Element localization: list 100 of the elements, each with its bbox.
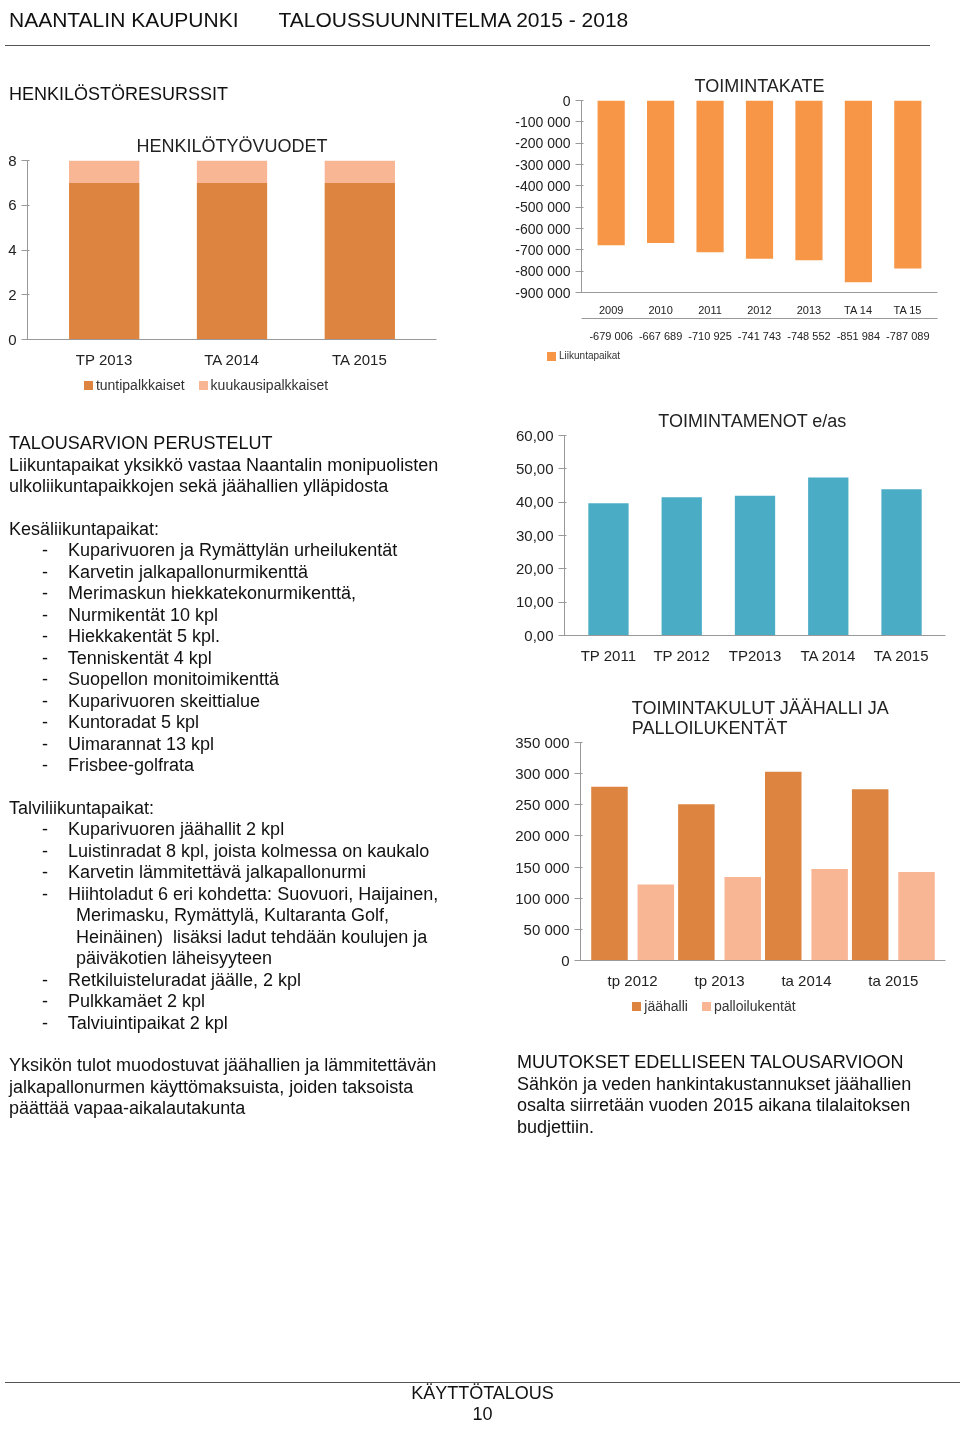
bar (637, 884, 675, 961)
bar (811, 868, 848, 961)
text: Talviliikuntapaikat: (9, 797, 156, 819)
text: - Talviuintipaikat 2 kpl (41, 1012, 229, 1034)
bar (661, 497, 702, 636)
text: MUUTOKSET EDELLISEEN TALOUSARVIOON (517, 1052, 905, 1074)
x-tick-label: TP 2013 (75, 350, 133, 368)
y-tick-label: 50,00 (515, 459, 554, 477)
text: TALOUSARVION PERUSTELUT (9, 433, 274, 455)
data-label: -741 743 (737, 329, 782, 342)
legend-label: jäähalli (643, 997, 688, 1016)
text: Sähkön ja veden hankintakustannukset jäähallien osalta siirretään vuoden 2015 aikana tilalaitoksen budjettiin. (517, 1073, 913, 1138)
y-tick-label: 30,00 (515, 526, 554, 544)
data-label: -679 006 (589, 329, 633, 342)
x-tick-label: 2010 (648, 303, 673, 316)
x-tick-label: 2009 (598, 303, 624, 316)
text: Liikuntapaikat yksikkö vastaa Naantalin monipuolisten ulkoliikuntapaikkojen sekä jäähallien ylläpidosta (9, 454, 440, 498)
text: TALOUSSUUNNITELMA 2015 - 2018 (278, 8, 629, 31)
y-tick-label: 0 (562, 92, 571, 109)
text: Kesäliikuntapaikat: (9, 518, 161, 540)
data-label: -667 689 (638, 329, 683, 342)
y-tick-label: 20,00 (515, 559, 554, 577)
x-tick-label: 2011 (698, 303, 722, 316)
bar (588, 503, 629, 636)
x-tick-label: TP 2012 (653, 646, 710, 664)
text: - Nurmikentät 10 kpl (41, 604, 220, 626)
y-tick-label: -500 000 (515, 199, 571, 216)
text: - Kuparivuoren jäähallit 2 kpl (41, 819, 286, 841)
chart-title: TOIMINTAKATE (694, 75, 825, 96)
x-tick-label: TP 2011 (580, 646, 636, 664)
x-tick-label: ta 2015 (868, 971, 919, 989)
data-label: -787 089 (886, 329, 930, 342)
bar (765, 771, 802, 961)
y-tick-label: 4 (8, 241, 17, 258)
y-tick-label: 350 000 (515, 734, 570, 751)
text: KÄYTTÖTALOUS (411, 1383, 554, 1403)
y-tick-label: -600 000 (515, 220, 571, 237)
x-tick-label: 2013 (796, 303, 822, 316)
x-tick-label: TA 2014 (204, 350, 259, 368)
x-tick-label: TA 14 (844, 303, 873, 316)
y-tick-label: -700 000 (515, 241, 571, 258)
y-tick-label: -100 000 (515, 113, 571, 130)
x-tick-label: TP2013 (728, 646, 782, 664)
legend-label: palloilukentät (712, 997, 796, 1016)
y-tick-label: 6 (8, 196, 17, 214)
text: HENKILÖSTÖRESURSSIT (8, 83, 229, 106)
y-tick-label: -300 000 (515, 156, 571, 173)
bar (808, 477, 849, 636)
y-tick-label: 60,00 (515, 426, 554, 444)
legend-label: tuntipalkkaiset (94, 376, 185, 395)
y-tick-label: 10,00 (515, 593, 554, 611)
y-tick-label: -400 000 (515, 177, 571, 194)
y-tick-label: 0 (561, 952, 570, 969)
x-tick-label: TA 15 (893, 303, 922, 316)
y-tick-label: 40,00 (515, 493, 554, 511)
y-tick-label: 0 (8, 330, 17, 348)
x-tick-label: tp 2013 (694, 971, 745, 989)
text: - Karvetin jalkapallonurmikenttä (41, 561, 310, 583)
text: - Karvetin lämmitettävä jalkapallonurmi (41, 862, 368, 884)
bar (734, 495, 776, 636)
x-tick-label: ta 2014 (781, 971, 832, 989)
chart-title: TOIMINTAKULUT JÄÄHALLI JA PALLOILUKENTÄT (631, 697, 889, 738)
bar (851, 789, 889, 961)
data-label: -710 925 (688, 329, 732, 342)
bar (881, 489, 922, 636)
text: - Kuntoradat 5 kpl (41, 712, 201, 734)
text: - Luistinradat 8 kpl, joista kolmessa on kaukalo (41, 840, 431, 862)
text: - Pulkkamäet 2 kpl (41, 991, 207, 1013)
legend-label: Liikuntapaikat (558, 349, 621, 364)
chart-title: HENKILÖTYÖVUODET (136, 135, 328, 156)
text: - Kuparivuoren skeittialue (41, 690, 262, 712)
y-tick-label: -900 000 (515, 284, 571, 301)
bar (678, 804, 715, 961)
y-tick-label: 50 000 (523, 920, 570, 938)
text: - Uimarannat 13 kpl (41, 733, 216, 755)
y-tick-label: 2 (8, 285, 17, 303)
x-tick-label: 2012 (747, 303, 772, 316)
text: - Frisbee-golfrata (41, 755, 196, 777)
legend-label: kuukausipalkkaiset (209, 376, 329, 395)
y-tick-label: 0,00 (524, 626, 554, 644)
x-tick-label: TA 2015 (873, 646, 929, 664)
text: - Suopellon monitoimikenttä (41, 669, 281, 691)
text: - Kuparivuoren ja Rymättylän urheilukentät (41, 540, 399, 562)
text: NAANTALIN KAUPUNKI (9, 8, 239, 31)
text: Yksikön tulot muodostuvat jäähallien ja lämmitettävän jalkapallonurmen käyttömaksuista, joiden taksoista päättää vapaa-aikalautakunta (9, 1055, 438, 1120)
x-tick-label: tp 2012 (607, 971, 658, 989)
y-tick-label: -800 000 (515, 263, 571, 280)
text: - Retkiluisteluradat jäälle, 2 kpl (41, 969, 303, 991)
y-tick-label: 300 000 (515, 765, 570, 783)
x-tick-label: TA 2015 (332, 350, 387, 368)
y-tick-label: 100 000 (515, 889, 570, 907)
text: - Hiekkakentät 5 kpl. (41, 626, 222, 648)
x-tick-label: TA 2014 (800, 646, 856, 664)
y-tick-label: 150 000 (515, 858, 570, 876)
y-tick-label: 8 (8, 151, 17, 169)
y-tick-label: -200 000 (515, 135, 571, 152)
text: - Merimaskun hiekkatekonurmikenttä, (41, 583, 358, 605)
y-tick-label: 250 000 (515, 796, 570, 814)
text: - Hiihtoladut 6 eri kohdetta: Suovuori, Haijainen, Merimasku, Rymättylä, Kultaranta Golf, Heinäinen) lisäksi ladut tehdään koulujen ja päiväkotien läheisyyteen (41, 883, 440, 970)
chart-title: TOIMINTAMENOT e/as (658, 410, 847, 431)
